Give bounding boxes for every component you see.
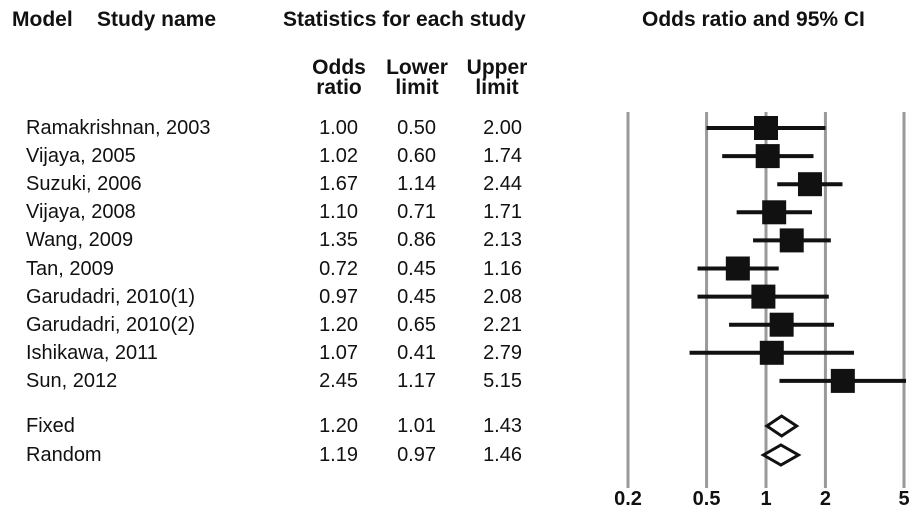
column-header-odds-ratio-line2: ratio <box>316 76 362 99</box>
column-header-upper-limit-line1: Upper <box>466 56 528 79</box>
table-row: Sun, 2012 2.45 1.17 5.15 <box>0 367 560 395</box>
table-row: Vijaya, 2008 1.10 0.71 1.71 <box>0 198 560 226</box>
lower-limit-cell: 0.71 <box>397 201 436 224</box>
study-name-cell: Garudadri, 2010(2) <box>26 313 195 336</box>
column-header-upper-limit: Upper limit <box>452 56 542 99</box>
study-name-cell: Tan, 2009 <box>26 257 114 280</box>
column-header-lower-limit-line1: Lower <box>386 56 448 79</box>
point-estimate-square <box>751 284 776 309</box>
header-statistics: Statistics for each study <box>283 8 526 31</box>
table-row: Wang, 2009 1.35 0.86 2.13 <box>0 226 560 254</box>
odds-ratio-cell: 1.07 <box>319 341 358 364</box>
lower-limit-cell: 0.65 <box>397 313 436 336</box>
upper-limit-cell: 1.16 <box>483 257 522 280</box>
study-name-cell: Fixed <box>26 415 75 437</box>
upper-limit-cell: 2.79 <box>483 341 522 364</box>
x-tick-label: 2 <box>819 488 831 510</box>
summary-diamond <box>760 443 802 467</box>
lower-limit-cell: 1.17 <box>397 369 436 392</box>
upper-limit-cell: 5.15 <box>483 369 522 392</box>
lower-limit-cell: 0.45 <box>397 257 436 280</box>
point-estimate-square <box>830 368 855 393</box>
x-tick-label: 0.5 <box>692 488 721 510</box>
upper-limit-cell: 2.21 <box>483 313 522 336</box>
study-name-cell: Garudadri, 2010(1) <box>26 285 195 308</box>
x-tick-label: 5 <box>898 488 909 510</box>
study-name-cell: Suzuki, 2006 <box>26 173 142 196</box>
upper-limit-cell: 1.46 <box>483 444 522 466</box>
column-header-odds-ratio: Odds ratio <box>294 56 384 99</box>
study-name-cell: Ishikawa, 2011 <box>26 341 158 364</box>
column-header-lower-limit: Lower limit <box>372 56 462 99</box>
column-header-odds-ratio-line1: Odds <box>312 56 366 79</box>
study-name-cell: Ramakrishnan, 2003 <box>26 117 211 139</box>
lower-limit-cell: 1.14 <box>397 173 436 196</box>
x-tick-label: 1 <box>760 488 772 510</box>
upper-limit-cell: 2.13 <box>483 229 522 252</box>
point-estimate-square <box>762 200 787 225</box>
lower-limit-cell: 1.01 <box>397 415 436 437</box>
table-row: Ramakrishnan, 2003 1.00 0.50 2.00 <box>0 114 560 142</box>
table-row: Garudadri, 2010(1) 0.97 0.45 2.08 <box>0 283 560 311</box>
header-odds-ratio-ci: Odds ratio and 95% CI <box>642 8 865 31</box>
table-row: Fixed 1.20 1.01 1.43 <box>0 412 560 440</box>
point-estimate-square <box>797 172 822 197</box>
upper-limit-cell: 1.71 <box>483 201 522 224</box>
lower-limit-cell: 0.41 <box>397 341 436 364</box>
lower-limit-cell: 0.97 <box>397 444 436 466</box>
point-estimate-square <box>725 256 750 281</box>
point-estimate-square <box>754 116 778 140</box>
table-row: Vijaya, 2005 1.02 0.60 1.74 <box>0 142 560 170</box>
point-estimate-square <box>779 228 804 253</box>
study-name-cell: Vijaya, 2008 <box>26 201 136 224</box>
upper-limit-cell: 2.44 <box>483 173 522 196</box>
odds-ratio-cell: 1.19 <box>319 444 358 466</box>
column-header-lower-limit-line2: limit <box>395 76 439 99</box>
table-row: Tan, 2009 0.72 0.45 1.16 <box>0 255 560 283</box>
table-row: Suzuki, 2006 1.67 1.14 2.44 <box>0 170 560 198</box>
table-row: Garudadri, 2010(2) 1.20 0.65 2.21 <box>0 311 560 339</box>
header-model: Model <box>12 8 73 31</box>
study-name-cell: Random <box>26 444 102 466</box>
table-row: Random 1.19 0.97 1.46 <box>0 441 560 469</box>
point-estimate-square <box>769 312 794 337</box>
summary-diamond <box>764 414 800 438</box>
lower-limit-cell: 0.45 <box>397 285 436 308</box>
upper-limit-cell: 1.74 <box>483 145 522 168</box>
lower-limit-cell: 0.50 <box>397 117 436 139</box>
odds-ratio-cell: 1.20 <box>319 415 358 437</box>
odds-ratio-cell: 1.67 <box>319 173 358 196</box>
point-estimate-square <box>755 144 780 169</box>
upper-limit-cell: 2.08 <box>483 285 522 308</box>
odds-ratio-cell: 1.20 <box>319 313 358 336</box>
odds-ratio-cell: 2.45 <box>319 369 358 392</box>
study-name-cell: Sun, 2012 <box>26 369 118 392</box>
x-tick-label: 0.2 <box>614 488 642 510</box>
odds-ratio-cell: 0.72 <box>319 257 358 280</box>
lower-limit-cell: 0.86 <box>397 229 436 252</box>
table-row: Ishikawa, 2011 1.07 0.41 2.79 <box>0 339 560 367</box>
odds-ratio-cell: 1.00 <box>319 117 358 139</box>
study-name-cell: Vijaya, 2005 <box>26 145 136 168</box>
lower-limit-cell: 0.60 <box>397 145 436 168</box>
study-name-cell: Wang, 2009 <box>26 229 134 252</box>
odds-ratio-cell: 1.10 <box>319 201 358 224</box>
point-estimate-square <box>759 340 784 365</box>
odds-ratio-cell: 1.02 <box>319 145 358 168</box>
column-header-upper-limit-line2: limit <box>475 76 519 99</box>
odds-ratio-cell: 1.35 <box>319 229 358 252</box>
odds-ratio-cell: 0.97 <box>319 285 358 308</box>
header-study-name: Study name <box>97 8 217 31</box>
upper-limit-cell: 1.43 <box>483 415 522 437</box>
upper-limit-cell: 2.00 <box>483 117 522 139</box>
